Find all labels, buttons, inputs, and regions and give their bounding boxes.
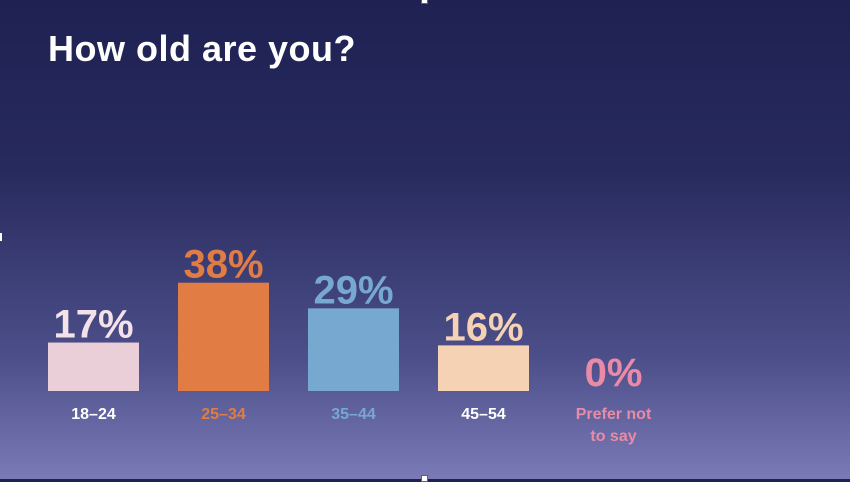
bar-3 bbox=[438, 345, 529, 391]
category-label-2: 35–44 bbox=[331, 406, 376, 423]
value-label-4: 0% bbox=[585, 351, 643, 395]
chart-title: How old are you? bbox=[48, 28, 357, 69]
bar-0 bbox=[48, 342, 139, 391]
category-label-4-line-0: Prefer not bbox=[576, 406, 652, 423]
bar-2 bbox=[308, 308, 399, 391]
category-label-4-line-1: to say bbox=[590, 428, 636, 445]
category-label-3: 45–54 bbox=[461, 406, 506, 423]
value-label-0: 17% bbox=[53, 303, 133, 347]
value-label-1: 38% bbox=[183, 243, 263, 287]
selection-handle-left[interactable] bbox=[0, 233, 2, 241]
value-label-3: 16% bbox=[443, 305, 523, 349]
value-label-2: 29% bbox=[313, 268, 393, 312]
category-label-1: 25–34 bbox=[201, 406, 246, 423]
selection-handle-top[interactable] bbox=[421, 0, 428, 4]
bar-1 bbox=[178, 282, 269, 391]
category-label-0: 18–24 bbox=[71, 406, 116, 423]
